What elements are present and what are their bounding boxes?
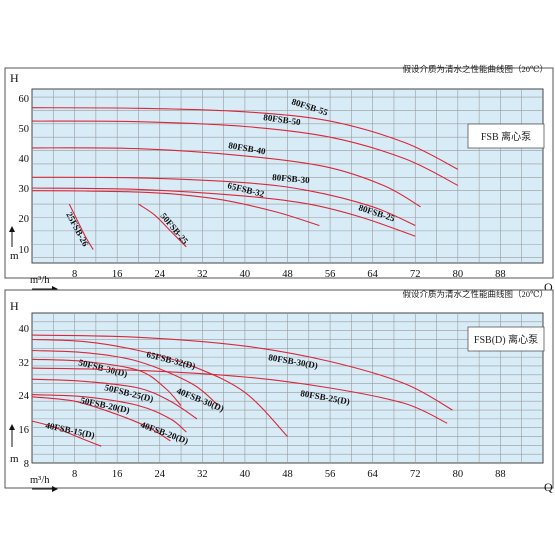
- x-unit-label: m³/h: [30, 275, 50, 286]
- series-line: [68, 203, 94, 250]
- x-tick-label: 64: [367, 269, 378, 280]
- x-tick-label: 40: [240, 269, 251, 280]
- y-tick-label: 20: [19, 214, 30, 225]
- x-tick-label: 40: [240, 469, 251, 480]
- x-tick-label: 8: [72, 469, 77, 480]
- y-tick-label: 40: [19, 154, 30, 165]
- x-tick-label: 8: [72, 269, 77, 280]
- x-tick-label: 16: [112, 469, 123, 480]
- y-tick-label: 30: [19, 184, 30, 195]
- series-line: [31, 394, 187, 433]
- y-unit-label: m: [10, 250, 19, 262]
- series-line: [31, 334, 453, 411]
- chart-note: 假设介质为清水之性能曲线图（20℃）: [402, 289, 548, 299]
- y-tick-label: 32: [19, 358, 30, 369]
- series-line: [31, 120, 459, 186]
- series-line: [138, 203, 187, 248]
- x-tick-label: 24: [155, 469, 166, 480]
- x-tick-label: 88: [495, 469, 506, 480]
- chart-panel-2: 假设介质为清水之性能曲线图（20℃）FSB(D) 离心泵H816243240m8…: [4, 289, 554, 494]
- series-line: [31, 107, 459, 170]
- series-label: 80FSB-30: [272, 172, 311, 185]
- series-line: [31, 396, 171, 442]
- legend-label: FSB(D) 离心泵: [474, 333, 538, 346]
- series-line: [31, 187, 416, 237]
- series-line: [31, 367, 448, 424]
- x-tick-label: 24: [155, 269, 166, 280]
- y-tick-label: 50: [19, 124, 30, 135]
- x-tick-label: 32: [197, 469, 208, 480]
- series-line: [31, 338, 288, 437]
- x-tick-label: 80: [453, 469, 464, 480]
- legend-box: [467, 123, 545, 149]
- right-arrow-icon: [52, 486, 58, 492]
- series-line: [31, 176, 416, 227]
- x-tick-label: 72: [410, 469, 421, 480]
- chart-note: 假设介质为清水之性能曲线图（20℃）: [402, 64, 548, 74]
- chart-panel-1: 假设介质为清水之性能曲线图（20℃） FSB 离心泵 H 10 20 30 40 50 60 m 8…: [4, 64, 554, 294]
- x-unit-label: m³/h: [30, 475, 50, 486]
- x-tick-label: 56: [325, 469, 336, 480]
- x-tick-label: 32: [197, 269, 208, 280]
- y-tick-label: 24: [19, 391, 30, 402]
- x-axis-label: Q: [544, 280, 553, 294]
- legend-box: [467, 326, 545, 352]
- y-tick-label: 10: [19, 245, 30, 256]
- up-arrow-icon: [9, 226, 15, 232]
- y-axis-label: H: [10, 299, 19, 313]
- x-tick-label: 80: [453, 269, 464, 280]
- series-line: [31, 349, 219, 407]
- up-arrow-icon: [9, 424, 15, 430]
- x-tick-label: 48: [282, 269, 293, 280]
- legend-label: FSB 离心泵: [481, 130, 531, 143]
- y-tick-label: 16: [19, 425, 30, 436]
- y-tick-label: 8: [24, 459, 29, 470]
- x-tick-label: 56: [325, 269, 336, 280]
- y-tick-label: 60: [19, 94, 30, 105]
- x-tick-label: 88: [495, 269, 506, 280]
- series-line: [31, 190, 320, 227]
- y-axis-label: H: [10, 71, 19, 85]
- x-tick-label: 48: [282, 469, 293, 480]
- x-tick-label: 64: [367, 469, 378, 480]
- series-line: [31, 147, 421, 208]
- x-tick-label: 16: [112, 269, 123, 280]
- x-axis-label: Q: [544, 480, 553, 494]
- series-line: [31, 420, 102, 447]
- y-unit-label: m: [10, 453, 19, 465]
- series-line: [31, 378, 198, 420]
- x-tick-label: 72: [410, 269, 421, 280]
- y-tick-label: 40: [19, 324, 30, 335]
